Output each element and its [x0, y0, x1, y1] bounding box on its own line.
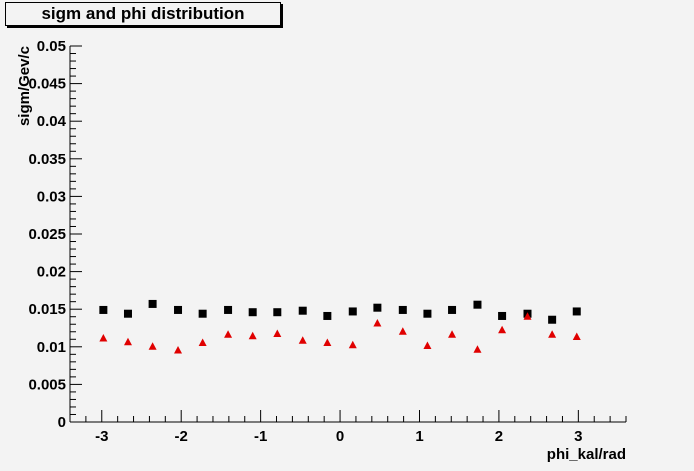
square-marker: [123, 309, 132, 318]
triangle-marker: [348, 340, 357, 349]
triangle-marker: [298, 336, 307, 344]
y-tick-label: 0.045: [28, 76, 66, 93]
chart-title: sigm and phi distribution: [41, 4, 245, 23]
y-tick-label: 0.02: [37, 264, 66, 281]
square-marker: [498, 311, 507, 320]
y-tick-label: 0.04: [37, 113, 67, 130]
square-marker: [572, 307, 581, 316]
triangle-marker: [323, 338, 332, 347]
y-tick-label: 0.01: [37, 339, 66, 356]
square-marker: [398, 305, 407, 314]
triangle-marker: [548, 330, 557, 338]
triangle-marker: [448, 330, 457, 338]
triangle-marker: [224, 330, 233, 338]
y-tick-label: 0: [58, 414, 66, 431]
x-axis-title: phi_kal/rad: [547, 446, 626, 463]
y-tick-label: 0.005: [28, 376, 66, 393]
square-marker: [99, 305, 108, 314]
square-marker: [348, 307, 357, 316]
triangle-marker: [572, 332, 581, 341]
data-points: [99, 299, 581, 354]
y-axis-title: sigm/Gev/c: [16, 46, 33, 126]
x-tick-label: 3: [574, 428, 582, 445]
x-tick-label: 0: [336, 428, 344, 445]
triangle-marker: [498, 325, 507, 334]
triangle-marker: [123, 337, 132, 346]
square-marker: [198, 309, 207, 318]
square-marker: [548, 315, 557, 324]
x-tick-label: -1: [254, 428, 267, 445]
square-marker: [148, 299, 157, 308]
triangle-marker: [473, 345, 482, 353]
square-marker: [323, 311, 332, 320]
square-marker: [248, 308, 257, 317]
x-tick-label: -3: [95, 428, 108, 445]
tick-labels: 0 0.005 0.01 0.015 0.02 0.025 0.03 0.035 0.04 0.0…: [28, 38, 582, 445]
y-tick-label: 0.015: [28, 301, 66, 318]
triangle-marker: [423, 341, 432, 350]
y-tick-label: 0.025: [28, 226, 66, 243]
y-tick-label: 0.035: [28, 151, 66, 168]
y-tick-label: 0.03: [37, 188, 66, 205]
triangle-marker: [523, 312, 532, 320]
square-marker: [273, 308, 282, 317]
axes: [69, 45, 627, 423]
triangle-marker: [273, 329, 282, 338]
triangle-marker: [248, 331, 257, 340]
triangle-marker: [373, 318, 382, 327]
triangle-marker: [148, 342, 157, 350]
square-marker: [423, 309, 432, 318]
y-tick-label: 0.05: [37, 38, 66, 55]
square-marker: [298, 306, 307, 315]
square-marker: [473, 300, 482, 309]
square-marker: [174, 305, 183, 314]
x-tick-label: 2: [495, 428, 503, 445]
square-marker: [224, 305, 233, 314]
chart-title-box: sigm and phi distribution: [5, 2, 281, 26]
triangle-marker: [99, 334, 108, 342]
square-marker: [373, 303, 382, 312]
triangle-marker: [198, 338, 207, 347]
x-tick-label: -2: [175, 428, 188, 445]
triangle-marker: [174, 346, 183, 354]
square-marker: [448, 305, 457, 314]
triangle-marker: [398, 327, 407, 335]
x-tick-label: 1: [415, 428, 423, 445]
